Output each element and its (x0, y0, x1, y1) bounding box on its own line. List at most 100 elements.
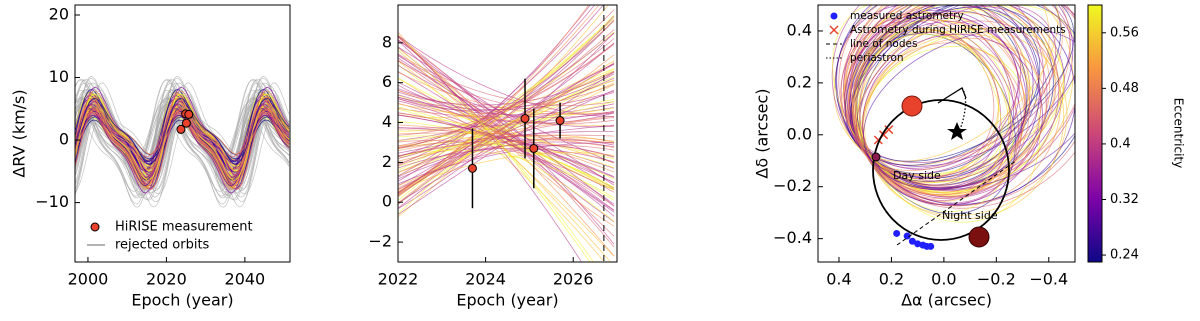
orbits-panel3 (831, 5, 1075, 223)
colorbar-tick-label: 0.32 (1110, 192, 1139, 207)
orbit (398, 20, 615, 149)
legend-label: line of nodes (850, 38, 917, 50)
colorbar-label: Eccentricity (1172, 98, 1186, 168)
orbit (398, 124, 615, 157)
y-tick-label: −10 (35, 192, 69, 211)
orbit (398, 142, 615, 185)
orbits-panel1 (75, 76, 290, 208)
axes-frame (817, 4, 1076, 263)
y-tick-label: 0.4 (787, 20, 812, 39)
orbit (398, 135, 615, 188)
best-orbit (872, 99, 1010, 241)
colorbar (1087, 4, 1103, 263)
measurement (467, 163, 477, 173)
orbit (398, 100, 615, 217)
colorbar-tick-label: 0.24 (1110, 248, 1139, 263)
planet-night (968, 226, 990, 248)
orbit (398, 38, 615, 147)
x-axis-label: Epoch (year) (131, 291, 233, 310)
orbit (398, 62, 615, 173)
x-axis-label: Δα (arcsec) (901, 291, 992, 310)
orbit (398, 48, 594, 262)
y-tick-label: 0.2 (787, 72, 812, 91)
point (927, 242, 935, 250)
orbit (398, 64, 615, 191)
y-tick-label: 0 (59, 130, 69, 149)
axes-frame (74, 4, 291, 263)
point (184, 109, 194, 119)
legend-label: measured astrometry (850, 10, 964, 22)
planet-small (871, 152, 881, 162)
orbit (398, 107, 615, 118)
orbit (853, 5, 1075, 207)
orbit (398, 106, 615, 188)
measurement (529, 143, 539, 153)
annotation: Day side (893, 169, 941, 182)
orbit (398, 98, 615, 125)
legend-marker (830, 12, 838, 20)
y-tick-label: 0 (382, 192, 392, 211)
accepted-orbit (75, 97, 290, 165)
y-tick-label: 0.0 (787, 124, 812, 143)
y-tick-label: −2 (368, 232, 392, 251)
orbit (838, 5, 1031, 186)
legend-label: Astrometry during HiRISE measurements (850, 24, 1066, 36)
legend-label: HiRISE measurement (115, 220, 253, 235)
orbit (398, 134, 615, 149)
orbit-tick (937, 87, 967, 104)
orbit (398, 140, 615, 193)
accepted-orbit (75, 103, 290, 178)
hirise-astrometry (884, 125, 894, 135)
orbit (398, 94, 615, 160)
orbit (398, 110, 615, 129)
x-tick-label: 2020 (146, 270, 187, 289)
x-tick-label: 2024 (465, 270, 506, 289)
y-tick-label: 2 (382, 152, 392, 171)
colorbar-tick-label: 0.56 (1110, 25, 1139, 40)
star (947, 122, 967, 140)
x-tick-label: 2026 (553, 270, 594, 289)
orbit (836, 5, 1040, 189)
legend-marker (829, 25, 839, 35)
orbit (398, 63, 615, 194)
orbit (850, 5, 1030, 197)
legend-marker (90, 222, 100, 232)
orbit (398, 89, 615, 204)
annotation: Night side (942, 209, 998, 222)
orbit (398, 18, 615, 198)
line-of-nodes (896, 159, 1018, 246)
point (914, 240, 922, 248)
orbit (843, 5, 1022, 169)
orbit (398, 147, 615, 169)
orbit (398, 37, 615, 257)
orbit (858, 33, 1014, 213)
y-tick-label: 4 (382, 112, 392, 131)
orbit (398, 64, 615, 128)
orbit (398, 76, 615, 174)
x-tick-label: −0.2 (977, 270, 1016, 289)
planet-day (901, 95, 923, 117)
accepted-orbit (75, 90, 290, 173)
orbit (398, 114, 615, 178)
measurement (520, 114, 530, 124)
orbit (398, 144, 615, 178)
orbit (841, 5, 1059, 162)
y-tick-label: 6 (382, 72, 392, 91)
colorbar-tick-label: 0.4 (1110, 136, 1131, 151)
orbit (398, 129, 615, 148)
orbits-panel2 (398, 5, 615, 262)
x-tick-label: 0.4 (826, 270, 851, 289)
x-tick-label: 2000 (68, 270, 109, 289)
y-tick-label: 20 (49, 5, 69, 24)
y-tick-label: −0.4 (773, 228, 812, 247)
x-tick-label: 0.0 (931, 270, 956, 289)
y-axis-label: ΔRV (km/s) (10, 89, 29, 177)
accepted-orbit (75, 89, 290, 178)
orbit (398, 5, 596, 177)
axes-frame (397, 4, 618, 263)
accepted-orbit (75, 104, 290, 185)
x-tick-label: −0.4 (1029, 270, 1068, 289)
point (176, 124, 186, 134)
y-tick-label: −0.2 (773, 176, 812, 195)
